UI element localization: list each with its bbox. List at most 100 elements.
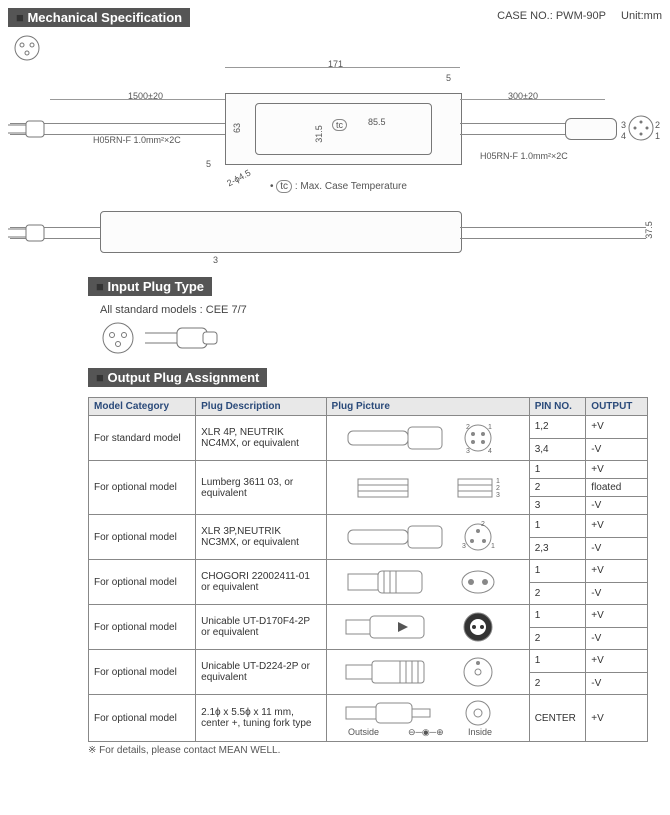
pin-no-cell: 1,2 (529, 416, 586, 439)
tc-note: • tc : Max. Case Temperature (270, 181, 407, 192)
output-footnote: ※ For details, please contact MEAN WELL. (88, 745, 662, 756)
front-plug-icon (12, 33, 42, 63)
col-model: Model Category (89, 398, 196, 416)
model-category-cell: For optional model (89, 695, 196, 742)
pin-no-cell: 1 (529, 605, 586, 628)
output-cell: +V (586, 515, 648, 538)
output-cell: +V (586, 650, 648, 673)
output-cell: -V (586, 497, 648, 515)
dim-phi: 2-ϕ4.5 (225, 168, 252, 189)
case-info: CASE NO.: PWM-90P Unit:mm (497, 8, 662, 22)
case-no-value: PWM-90P (556, 10, 606, 22)
svg-text:2: 2 (481, 521, 485, 528)
plug-picture-cell: 2 1 3 (326, 515, 529, 560)
pin3: 3 (621, 120, 626, 130)
svg-text:⊖─◉─⊕: ⊖─◉─⊕ (408, 727, 444, 737)
side-ac-plug-icon (4, 215, 48, 251)
case-no-label: CASE NO.: (497, 10, 553, 22)
pin-no-cell: 2 (529, 479, 586, 497)
plug-picture-cell (326, 560, 529, 605)
table-row: For optional modelLumberg 3611 03, or eq… (89, 461, 648, 479)
svg-text:3: 3 (466, 448, 470, 455)
pin-no-cell: CENTER (529, 695, 586, 742)
plug-desc-cell: Lumberg 3611 03, or equivalent (196, 461, 326, 515)
col-pic: Plug Picture (326, 398, 529, 416)
mech-spec-heading: Mechanical Specification (8, 8, 190, 27)
table-row: For optional model2.1ϕ x 5.5ϕ x 11 mm, c… (89, 695, 648, 742)
dim-375: 37.5 (644, 221, 654, 239)
wire-spec-right: H05RN-F 1.0mm²×2C (480, 151, 568, 161)
tc-marker: tc (332, 119, 347, 131)
table-row: For optional modelXLR 3P,NEUTRIK NC3MX, … (89, 515, 648, 538)
wire-spec-left: H05RN-F 1.0mm²×2C (93, 135, 181, 145)
dim-855: 85.5 (368, 117, 386, 127)
cee77-side-icon (139, 320, 219, 356)
svg-text:Inside: Inside (468, 727, 492, 737)
cee77-front-icon (100, 320, 136, 356)
ac-plug-icon (4, 111, 48, 147)
output-cell: +V (586, 461, 648, 479)
col-desc: Plug Description (196, 398, 326, 416)
dim-315: 31.5 (314, 125, 324, 143)
model-category-cell: For optional model (89, 461, 196, 515)
svg-text:1: 1 (488, 424, 492, 431)
svg-text:4: 4 (488, 448, 492, 455)
plug-desc-cell: CHOGORI 22002411-01 or equivalent (196, 560, 326, 605)
model-category-cell: For optional model (89, 605, 196, 650)
model-category-cell: For standard model (89, 416, 196, 461)
plug-picture-cell: 2 1 3 4 (326, 416, 529, 461)
pin-no-cell: 1 (529, 560, 586, 583)
svg-text:3: 3 (496, 492, 500, 499)
pin-no-cell: 2 (529, 582, 586, 605)
model-category-cell: For optional model (89, 515, 196, 560)
mech-top-diagram: 171 1500±20 H05RN-F 1.0mm²×2C 300±20 H05… (8, 33, 648, 193)
output-cell: -V (586, 627, 648, 650)
svg-text:2: 2 (496, 485, 500, 492)
tc-note-text: : Max. Case Temperature (295, 181, 407, 192)
output-cell: floated (586, 479, 648, 497)
table-row: For optional modelCHOGORI 22002411-01 or… (89, 560, 648, 583)
pin-no-cell: 2 (529, 672, 586, 695)
col-pin: PIN NO. (529, 398, 586, 416)
output-plug-section: Output Plug Assignment Model Category Pl… (8, 368, 662, 756)
plug-desc-cell: XLR 3P,NEUTRIK NC3MX, or equivalent (196, 515, 326, 560)
unit-label: Unit:mm (621, 10, 662, 22)
input-plug-heading: Input Plug Type (88, 277, 212, 296)
pin-no-cell: 1 (529, 515, 586, 538)
svg-text:3: 3 (462, 543, 466, 550)
plug-desc-cell: Unicable UT-D224-2P or equivalent (196, 650, 326, 695)
plug-desc-cell: XLR 4P, NEUTRIK NC4MX, or equivalent (196, 416, 326, 461)
plug-picture-cell (326, 650, 529, 695)
svg-text:2: 2 (466, 424, 470, 431)
output-cell: +V (586, 416, 648, 439)
pin-no-cell: 2 (529, 627, 586, 650)
table-header-row: Model Category Plug Description Plug Pic… (89, 398, 648, 416)
dim-3: 3 (213, 255, 218, 265)
pin2: 2 (655, 120, 660, 130)
model-category-cell: For optional model (89, 560, 196, 605)
input-plug-section: Input Plug Type All standard models : CE… (88, 277, 662, 356)
dc-plug-front-icon (626, 113, 656, 143)
output-cell: -V (586, 672, 648, 695)
pin-no-cell: 1 (529, 461, 586, 479)
plug-desc-cell: Unicable UT-D170F4-2P or equivalent (196, 605, 326, 650)
mech-side-diagram: 37.5 3 (8, 201, 648, 271)
tc-symbol: tc (276, 180, 292, 193)
table-row: For optional modelUnicable UT-D224-2P or… (89, 650, 648, 673)
psu-side-body (100, 211, 462, 253)
table-row: For standard modelXLR 4P, NEUTRIK NC4MX,… (89, 416, 648, 439)
pin-no-cell: 2,3 (529, 537, 586, 560)
output-plug-heading: Output Plug Assignment (88, 368, 267, 387)
output-cell: -V (586, 438, 648, 461)
model-category-cell: For optional model (89, 650, 196, 695)
output-cell: +V (586, 605, 648, 628)
dim-5a: 5 (446, 73, 451, 83)
output-cell: +V (586, 560, 648, 583)
svg-text:1: 1 (491, 543, 495, 550)
pin-no-cell: 1 (529, 650, 586, 673)
side-right-cable (460, 227, 646, 239)
plug-picture-cell: Outside ⊖─◉─⊕ Inside (326, 695, 529, 742)
pin1: 1 (655, 131, 660, 141)
svg-text:1: 1 (496, 478, 500, 485)
svg-text:Outside: Outside (348, 727, 379, 737)
